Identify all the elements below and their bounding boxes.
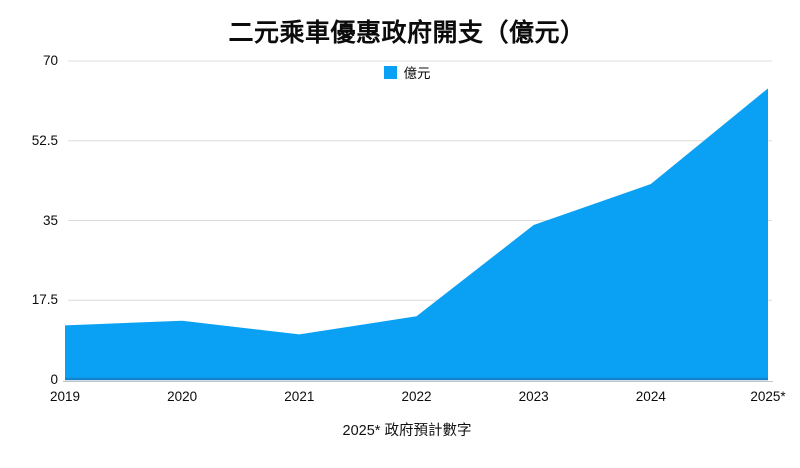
x-axis-label: 2025* — [750, 389, 786, 404]
y-axis-label: 70 — [42, 53, 58, 68]
chart-legend: 億元 — [14, 62, 800, 82]
y-axis-label: 0 — [50, 372, 58, 387]
legend-series-label: 億元 — [403, 66, 431, 81]
y-axis-label: 17.5 — [31, 292, 58, 308]
y-axis-label: 35 — [42, 212, 58, 228]
chart-footnote: 2025* 政府預計數字 — [342, 423, 472, 439]
y-axis-label: 52.5 — [31, 132, 58, 148]
x-axis-label: 2023 — [518, 389, 549, 404]
x-axis-label: 2022 — [401, 389, 432, 404]
area-series-fill — [65, 88, 768, 380]
x-axis-label: 2024 — [635, 389, 666, 404]
x-axis-label: 2021 — [284, 389, 315, 404]
chart-title: 二元乘車優惠政府開支（億元） — [228, 19, 586, 47]
legend-color-swatch — [383, 65, 397, 79]
x-axis-label: 2019 — [49, 389, 81, 404]
x-axis-label: 2020 — [167, 389, 198, 404]
